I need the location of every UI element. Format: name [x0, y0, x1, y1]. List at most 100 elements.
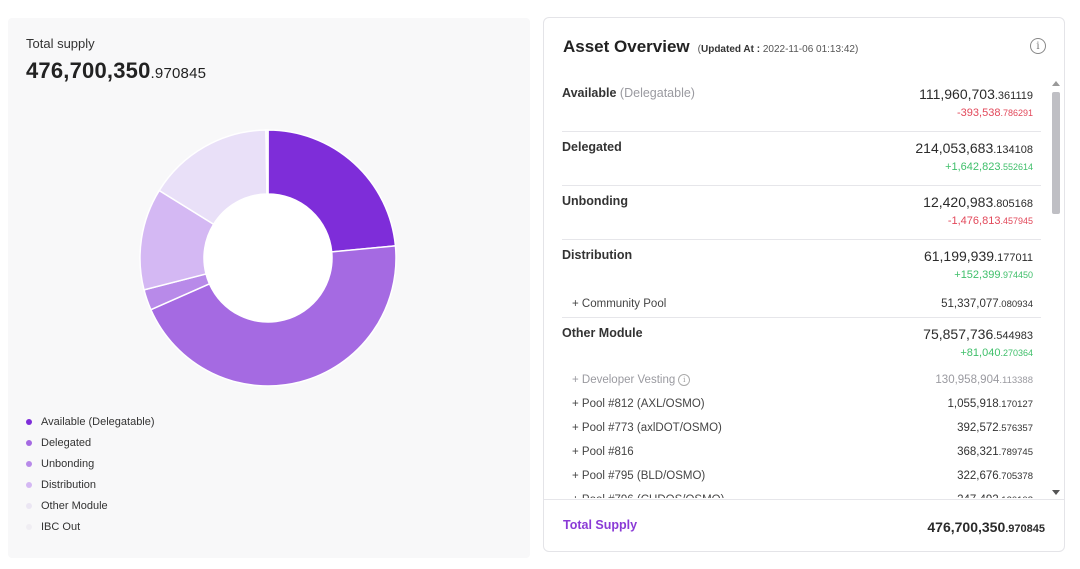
legend-item[interactable]: Unbonding — [26, 453, 155, 474]
sub-value-dec: .120108 — [999, 495, 1033, 498]
asset-sub-row[interactable]: + Pool #773 (axlDOT/OSMO) 392,572.576357 — [572, 417, 1041, 441]
change-int: +1,642,823 — [945, 161, 1001, 173]
scrollbar[interactable] — [1050, 78, 1062, 498]
legend-dot — [26, 460, 32, 467]
donut-slice-available-delegatable[interactable] — [267, 129, 397, 253]
asset-value-int: 75,857,736 — [923, 326, 994, 342]
asset-list[interactable]: Available (Delegatable) 111,960,703.36111… — [544, 78, 1049, 498]
asset-name: Unbonding — [562, 194, 628, 208]
legend-dot — [26, 523, 32, 530]
total-supply-dec: .970845 — [150, 65, 207, 82]
sub-value-dec: .113388 — [999, 375, 1033, 386]
change-int: -393,538 — [957, 107, 1001, 119]
sub-value-dec: .170127 — [998, 399, 1033, 410]
sub-value-int: 322,676 — [957, 470, 999, 482]
sub-name-text: + Community Pool — [572, 298, 667, 310]
asset-overview-title: Asset Overview — [563, 37, 690, 56]
asset-sub-row[interactable]: + Pool #816 368,321.789745 — [572, 441, 1041, 465]
sub-value-int: 130,958,904 — [935, 374, 1000, 386]
asset-row-name: Delegated — [562, 140, 622, 154]
sub-row-name: + Pool #795 (BLD/OSMO) — [572, 470, 705, 482]
asset-overview-card: Asset Overview (Updated At : 2022-11-06 … — [543, 17, 1065, 552]
change-int: +81,040 — [960, 347, 1001, 359]
sub-name-text: + Pool #795 (BLD/OSMO) — [572, 470, 706, 482]
asset-value-dec: .134108 — [993, 144, 1033, 156]
info-icon[interactable]: i — [678, 374, 691, 386]
legend-dot — [26, 418, 32, 425]
sub-row-name: + Pool #812 (AXL/OSMO) — [572, 398, 705, 410]
asset-value-int: 12,420,983 — [923, 194, 994, 210]
asset-value-dec: .805168 — [993, 198, 1033, 210]
asset-row-change: -1,476,813.457945 — [948, 215, 1033, 227]
sub-value-dec: .080934 — [998, 299, 1033, 310]
sub-row-name: + Developer Vesting i — [572, 374, 691, 386]
asset-row-change: -393,538.786291 — [957, 107, 1033, 119]
sub-value-dec: .576357 — [998, 423, 1033, 434]
asset-row-name: Other Module — [562, 326, 643, 340]
change-dec: .786291 — [1000, 108, 1033, 118]
asset-row[interactable]: Other Module 75,857,736.544983 +81,040.270… — [562, 318, 1041, 369]
community-pool-row[interactable]: + Community Pool 51,337,077.080934 — [562, 293, 1041, 318]
legend-item[interactable]: Other Module — [26, 495, 155, 516]
asset-name: Delegated — [562, 140, 622, 154]
sub-name-text: + Pool #816 — [572, 446, 634, 458]
legend-dot — [26, 502, 32, 509]
updated-at-value: 2022-11-06 01:13:42 — [762, 44, 855, 55]
asset-row[interactable]: Unbonding 12,420,983.805168 -1,476,813.457… — [562, 186, 1041, 240]
updated-at-label: Updated At : — [700, 44, 761, 55]
asset-row-value: 75,857,736.544983 — [923, 326, 1033, 342]
asset-sub-row[interactable]: + Pool #796 (CUDOS/OSMO) 247,492.120108 — [572, 489, 1041, 498]
sub-row-value: 51,337,077.080934 — [941, 298, 1033, 310]
legend-item[interactable]: Available (Delegatable) — [26, 411, 155, 432]
sub-row-value: 392,572.576357 — [957, 422, 1033, 434]
legend-label: Delegated — [41, 436, 92, 449]
asset-sub-row[interactable]: + Pool #812 (AXL/OSMO) 1,055,918.170127 — [572, 393, 1041, 417]
asset-value-dec: .361119 — [994, 90, 1033, 102]
legend-label: IBC Out — [41, 520, 81, 533]
asset-row[interactable]: Delegated 214,053,683.134108 +1,642,823.55… — [562, 132, 1041, 186]
total-supply-label: Total supply — [26, 36, 95, 51]
asset-row-value: 12,420,983.805168 — [923, 194, 1033, 210]
legend-dot — [26, 439, 32, 446]
legend-item[interactable]: Delegated — [26, 432, 155, 453]
donut-hole — [204, 194, 332, 322]
sub-row-name: + Community Pool — [572, 298, 666, 310]
sub-value-int: 392,572 — [957, 422, 999, 434]
asset-row-value: 111,960,703.361119 — [919, 86, 1033, 102]
asset-overview-header: Asset Overview (Updated At : 2022-11-06 … — [563, 37, 858, 57]
sub-row-value: 322,676.705378 — [957, 470, 1033, 482]
legend-item[interactable]: Distribution — [26, 474, 155, 495]
asset-value-int: 214,053,683 — [915, 140, 994, 156]
sub-value-dec: .705378 — [998, 471, 1033, 482]
sub-row-value: 1,055,918.170127 — [947, 398, 1033, 410]
caret-up-icon[interactable] — [1052, 81, 1060, 86]
asset-row[interactable]: Available (Delegatable) 111,960,703.36111… — [562, 78, 1041, 132]
donut-slice-ibc-out[interactable] — [265, 129, 269, 195]
total-supply-value: 476,700,350.970845 — [26, 58, 206, 84]
sub-row-value: 368,321.789745 — [957, 446, 1033, 458]
footer-total-dec: .970845 — [1005, 523, 1045, 535]
supply-donut-chart[interactable] — [133, 123, 403, 393]
asset-row[interactable]: Distribution 61,199,939.177011 +152,399.97… — [562, 240, 1041, 293]
asset-row-change: +81,040.270364 — [960, 347, 1033, 359]
sub-value-int: 51,337,077 — [941, 298, 999, 310]
chart-legend: Available (Delegatable) Delegated Unbondin… — [26, 411, 155, 537]
asset-sub-row[interactable]: + Pool #795 (BLD/OSMO) 322,676.705378 — [572, 465, 1041, 489]
legend-label: Distribution — [41, 478, 97, 491]
asset-row-name: Available (Delegatable) — [562, 86, 695, 100]
info-icon[interactable]: i — [1030, 38, 1046, 54]
sub-row-name: + Pool #773 (axlDOT/OSMO) — [572, 422, 722, 434]
scroll-thumb[interactable] — [1052, 92, 1060, 214]
asset-row-name: Distribution — [562, 248, 632, 262]
legend-label: Unbonding — [41, 457, 95, 470]
caret-down-icon[interactable] — [1052, 490, 1060, 495]
change-dec: .974450 — [1000, 270, 1033, 280]
asset-row-value: 61,199,939.177011 — [924, 248, 1033, 264]
change-dec: .457945 — [1000, 216, 1033, 226]
sub-row-value: 247,492.120108 — [957, 494, 1033, 498]
change-dec: .552614 — [1000, 162, 1033, 172]
legend-item[interactable]: IBC Out — [26, 516, 155, 537]
legend-label: Available (Delegatable) — [41, 415, 155, 428]
asset-sub-row[interactable]: + Developer Vesting i 130,958,904.113388 — [572, 369, 1041, 393]
footer-total-label: Total Supply — [563, 518, 638, 532]
